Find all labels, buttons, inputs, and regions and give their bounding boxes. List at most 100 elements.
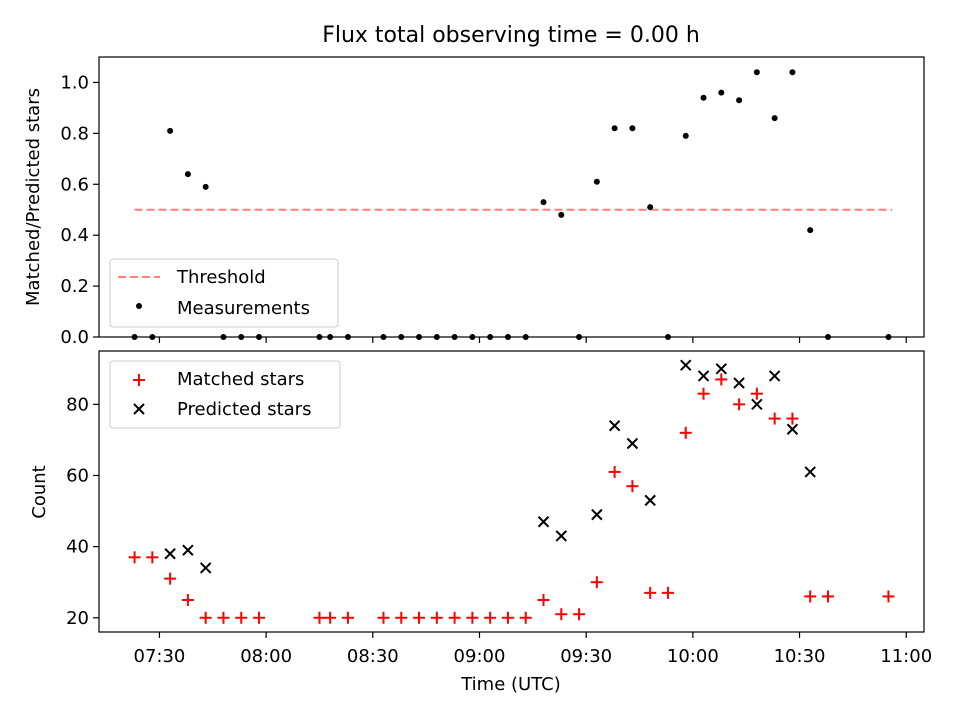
matched-star-point (164, 572, 177, 585)
bottom-y-axis-label: Count (29, 465, 50, 518)
bottom-y-tick-label: 80 (66, 394, 89, 415)
x-tick-label: 09:30 (560, 646, 612, 667)
matched-star-point (519, 611, 532, 624)
measurement-point (771, 115, 778, 122)
measurement-point (789, 69, 796, 76)
predicted-star-point (644, 494, 656, 507)
matched-star-point (501, 611, 514, 624)
x-tick-label: 09:00 (454, 646, 506, 667)
x-tick-label: 11:00 (880, 646, 932, 667)
measurement-point (202, 183, 209, 190)
matched-star-point (750, 387, 763, 400)
matched-star-point (679, 426, 692, 439)
matched-stars-series (128, 373, 895, 624)
predicted-star-point (199, 562, 212, 574)
matched-star-point (324, 611, 337, 624)
bottom-legend-box (109, 360, 341, 429)
matched-star-point (146, 551, 159, 564)
measurement-point (611, 125, 618, 132)
matched-star-point (555, 608, 568, 621)
predicted-star-point (591, 508, 603, 521)
top-plot-frame (98, 56, 925, 338)
predicted-star-point (715, 363, 728, 375)
legend-matched-label: Matched stars (177, 369, 304, 390)
measurement-point (718, 89, 725, 96)
top-panel: 0.0 0.2 0.4 0.6 0.8 1.0 Matched/Predicted sta… (23, 56, 925, 348)
matched-star-point (235, 611, 248, 624)
measurement-point (593, 178, 600, 185)
legend-predicted-swatch (133, 403, 145, 415)
predicted-star-point (733, 377, 745, 389)
x-tick-label: 10:30 (774, 646, 826, 667)
matched-star-point (395, 611, 408, 624)
matched-star-point (608, 465, 621, 478)
predicted-star-point (555, 530, 567, 542)
matched-star-point (377, 611, 390, 624)
matched-star-point (733, 398, 746, 411)
matched-star-point (590, 576, 603, 589)
bottom-y-tick-label: 60 (66, 465, 89, 486)
legend-measurements-label: Measurements (177, 298, 310, 319)
measurement-point (682, 132, 689, 139)
legend-predicted-label: Predicted stars (177, 399, 311, 420)
matched-star-point (626, 480, 639, 493)
measurement-point (629, 125, 636, 132)
bottom-panel: 20 40 60 80 07:30 08:00 08:30 09:00 09:30 10:00 1… (29, 350, 932, 695)
matched-star-point (313, 611, 326, 624)
x-axis-label: Time (UTC) (460, 674, 561, 695)
predicted-star-point (537, 516, 550, 528)
matched-star-point (786, 412, 799, 425)
x-tick-label: 07:30 (134, 646, 186, 667)
top-y-tick-label: 0.8 (60, 123, 89, 144)
predicted-star-point (680, 359, 692, 371)
bottom-x-axis: 07:30 08:00 08:30 09:00 09:30 10:00 10:30 11:00 (134, 632, 932, 667)
bottom-plot-frame (98, 350, 925, 633)
x-tick-label: 10:00 (667, 646, 719, 667)
measurement-point (167, 127, 174, 134)
matched-star-point (217, 611, 230, 624)
measurement-point (753, 69, 760, 76)
bottom-y-tick-label: 20 (66, 608, 89, 629)
chart-title: Flux total observing time = 0.00 h (322, 23, 700, 48)
matched-star-point (804, 590, 817, 603)
predicted-stars-series (164, 359, 816, 574)
measurement-point (736, 97, 743, 104)
matched-star-point (128, 551, 141, 564)
matched-star-point (715, 373, 728, 386)
predicted-star-point (786, 423, 799, 435)
top-y-axis: 0.0 0.2 0.4 0.6 0.8 1.0 (60, 72, 99, 348)
matched-star-point (253, 611, 266, 624)
predicted-star-point (768, 370, 781, 382)
matched-star-point (697, 387, 710, 400)
top-legend-box (109, 258, 339, 328)
matched-star-point (430, 611, 443, 624)
legend-matched-swatch (133, 374, 145, 386)
matched-star-point (466, 611, 479, 624)
matched-star-point (768, 412, 781, 425)
matched-star-point (882, 590, 895, 603)
measurement-point (647, 204, 654, 211)
bottom-y-tick-label: 40 (66, 537, 89, 558)
matched-star-point (413, 611, 426, 624)
predicted-star-point (164, 548, 176, 560)
top-y-tick-label: 0.6 (60, 174, 89, 195)
matched-star-point (821, 590, 834, 603)
top-y-tick-label: 0.2 (60, 276, 89, 297)
predicted-star-point (608, 419, 621, 432)
measurement-point (700, 94, 707, 101)
bottom-y-axis: 20 40 60 80 (66, 394, 99, 629)
top-x-ticks (158, 337, 907, 343)
measurement-point (558, 211, 565, 218)
x-tick-label: 08:00 (240, 646, 292, 667)
top-y-axis-label: Matched/Predicted stars (23, 88, 44, 306)
legend-threshold-label: Threshold (176, 267, 266, 288)
matched-star-point (644, 586, 657, 599)
matched-star-point (661, 586, 674, 599)
predicted-star-point (751, 398, 763, 411)
predicted-star-point (626, 437, 639, 450)
top-legend: Threshold Measurements (109, 258, 339, 328)
legend-measurements-swatch (136, 303, 142, 309)
matched-star-point (181, 593, 194, 606)
matched-star-point (573, 608, 586, 621)
